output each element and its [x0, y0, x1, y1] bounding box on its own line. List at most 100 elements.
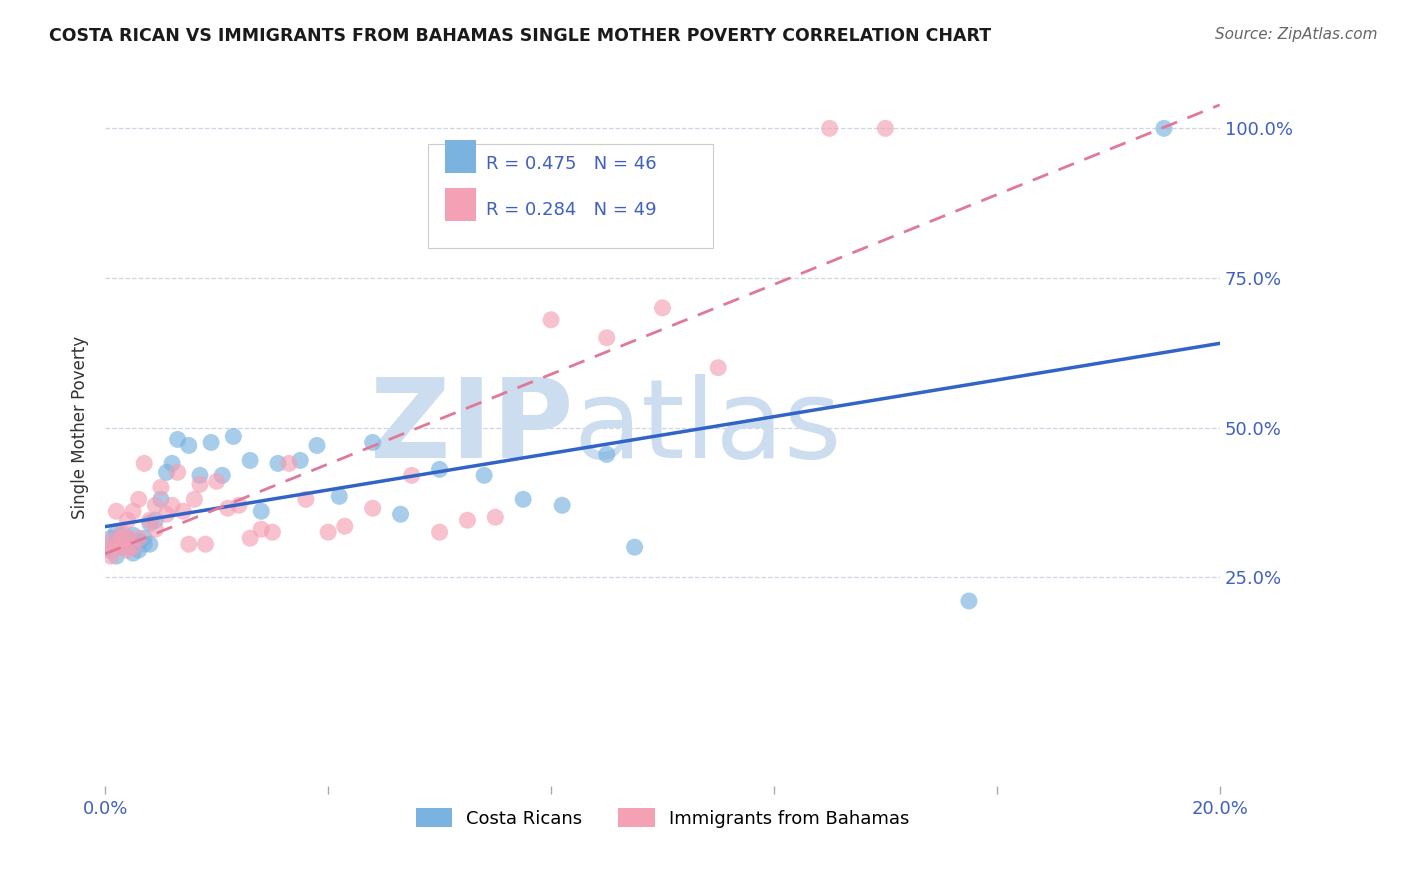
FancyBboxPatch shape — [446, 140, 477, 173]
Point — [1153, 121, 1175, 136]
Point — [401, 468, 423, 483]
Point — [194, 537, 217, 551]
Point — [134, 537, 156, 551]
Point — [117, 513, 139, 527]
Point — [316, 525, 339, 540]
Point — [111, 525, 134, 540]
Point — [250, 504, 273, 518]
Point — [117, 531, 139, 545]
Point — [160, 457, 183, 471]
Point — [149, 480, 172, 494]
Text: Source: ZipAtlas.com: Source: ZipAtlas.com — [1215, 27, 1378, 42]
Point — [122, 540, 145, 554]
Text: R = 0.475   N = 46: R = 0.475 N = 46 — [486, 154, 657, 173]
Point — [551, 498, 574, 512]
Point — [155, 508, 177, 522]
Point — [278, 457, 301, 471]
Point — [105, 537, 128, 551]
Point — [239, 531, 262, 545]
Point — [429, 525, 451, 540]
Point — [512, 492, 534, 507]
Point — [139, 516, 162, 531]
Point — [188, 477, 211, 491]
Point — [122, 540, 145, 554]
Point — [166, 466, 188, 480]
Point — [177, 438, 200, 452]
Point — [100, 534, 122, 549]
Point — [128, 543, 150, 558]
Point — [100, 549, 122, 563]
Text: ZIP: ZIP — [370, 374, 574, 481]
Point — [250, 522, 273, 536]
Point — [111, 528, 134, 542]
Point — [139, 513, 162, 527]
Point — [100, 543, 122, 558]
Point — [707, 360, 730, 375]
Point — [596, 331, 619, 345]
Point — [875, 121, 897, 136]
Point — [328, 489, 350, 503]
Point — [166, 433, 188, 447]
Point — [111, 540, 134, 554]
Point — [333, 519, 356, 533]
Point — [145, 498, 167, 512]
Point — [149, 492, 172, 507]
Point — [389, 508, 412, 522]
FancyBboxPatch shape — [446, 188, 477, 220]
Point — [651, 301, 673, 315]
Point — [128, 531, 150, 545]
Point — [100, 531, 122, 545]
Point — [484, 510, 506, 524]
Text: R = 0.284   N = 49: R = 0.284 N = 49 — [486, 202, 657, 219]
Point — [456, 513, 478, 527]
Point — [623, 540, 645, 554]
Point — [228, 498, 250, 512]
Point — [596, 447, 619, 461]
Point — [205, 475, 228, 489]
Point — [105, 534, 128, 549]
Point — [290, 453, 312, 467]
Point — [122, 546, 145, 560]
Point — [200, 435, 222, 450]
Point — [111, 540, 134, 554]
Text: COSTA RICAN VS IMMIGRANTS FROM BAHAMAS SINGLE MOTHER POVERTY CORRELATION CHART: COSTA RICAN VS IMMIGRANTS FROM BAHAMAS S… — [49, 27, 991, 45]
Point — [295, 492, 318, 507]
Point — [122, 504, 145, 518]
Point — [134, 531, 156, 545]
Point — [145, 513, 167, 527]
Point — [540, 313, 562, 327]
Point — [305, 438, 328, 452]
Point — [117, 534, 139, 549]
Point — [105, 549, 128, 563]
Point — [139, 537, 162, 551]
Point — [957, 594, 980, 608]
Point — [361, 501, 384, 516]
Point — [117, 537, 139, 551]
Point — [145, 522, 167, 536]
Point — [117, 531, 139, 545]
Point — [117, 543, 139, 558]
Point — [217, 501, 239, 516]
Point — [361, 435, 384, 450]
Point — [111, 531, 134, 545]
Point — [818, 121, 841, 136]
Point — [111, 534, 134, 549]
Point — [172, 504, 194, 518]
Point — [100, 543, 122, 558]
Legend: Costa Ricans, Immigrants from Bahamas: Costa Ricans, Immigrants from Bahamas — [408, 801, 917, 835]
Point — [122, 528, 145, 542]
Text: atlas: atlas — [574, 374, 842, 481]
Point — [128, 492, 150, 507]
Point — [105, 504, 128, 518]
Point — [472, 468, 495, 483]
Point — [211, 468, 233, 483]
Point — [134, 457, 156, 471]
Point — [160, 498, 183, 512]
Point — [183, 492, 205, 507]
Point — [222, 429, 245, 443]
Point — [105, 525, 128, 540]
Point — [155, 466, 177, 480]
Point — [429, 462, 451, 476]
Y-axis label: Single Mother Poverty: Single Mother Poverty — [72, 336, 89, 519]
Point — [239, 453, 262, 467]
